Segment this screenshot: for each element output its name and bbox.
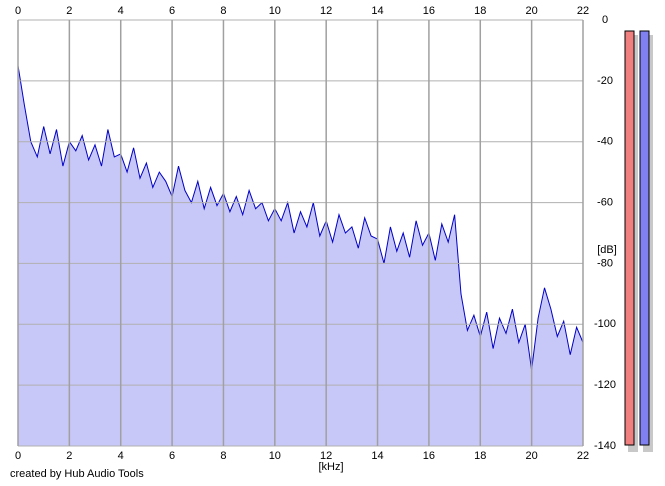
x-tick-label-bottom: 22	[577, 450, 589, 462]
x-tick-label-bottom: 12	[320, 450, 332, 462]
x-tick-label-top: 6	[169, 5, 175, 17]
x-tick-label-bottom: 6	[169, 450, 175, 462]
y-tick-label: -20	[597, 75, 613, 87]
y-axis-label: [dB]	[597, 244, 617, 256]
x-tick-label-top: 20	[526, 5, 538, 17]
level-meter-left	[624, 30, 635, 446]
x-tick-label-bottom: 10	[269, 450, 281, 462]
x-tick-label-top: 12	[320, 5, 332, 17]
x-tick-label-top: 8	[220, 5, 226, 17]
x-tick-label-bottom: 0	[15, 450, 21, 462]
x-tick-label-top: 14	[371, 5, 383, 17]
y-tick-label: -60	[597, 196, 613, 208]
y-tick-label: -140	[594, 440, 616, 452]
x-tick-label-bottom: 4	[118, 450, 124, 462]
x-tick-label-top: 22	[577, 5, 589, 17]
x-axis-label: [kHz]	[318, 461, 343, 473]
x-tick-label-top: 16	[423, 5, 435, 17]
y-tick-label: -80	[597, 257, 613, 269]
x-tick-label-bottom: 14	[371, 450, 383, 462]
y-tick-label: 0	[602, 14, 608, 26]
y-tick-label: -100	[594, 318, 616, 330]
x-tick-label-top: 2	[66, 5, 72, 17]
x-tick-label-bottom: 16	[423, 450, 435, 462]
x-tick-label-top: 10	[269, 5, 281, 17]
level-meter-right	[639, 30, 650, 446]
x-tick-label-top: 4	[118, 5, 124, 17]
x-tick-label-bottom: 20	[526, 450, 538, 462]
footer: created by Hub Audio Tools	[10, 468, 144, 480]
x-tick-label-bottom: 2	[66, 450, 72, 462]
y-tick-label: -40	[597, 136, 613, 148]
spectrum-area	[18, 65, 583, 446]
x-tick-label-top: 18	[474, 5, 486, 17]
x-tick-label-bottom: 18	[474, 450, 486, 462]
x-tick-label-top: 0	[15, 5, 21, 17]
x-tick-label-bottom: 8	[220, 450, 226, 462]
y-tick-label: -120	[594, 379, 616, 391]
